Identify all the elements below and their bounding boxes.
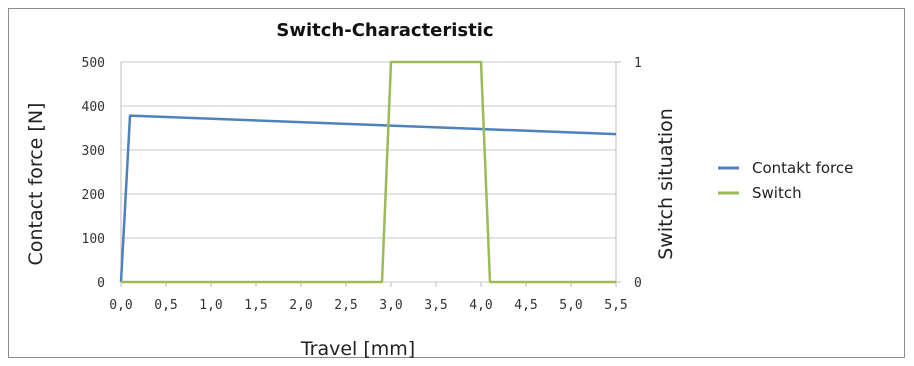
legend-label: Switch <box>752 184 802 202</box>
y-axis-title: Contact force [N] <box>25 103 47 266</box>
x-tick-label: 2,5 <box>334 298 357 313</box>
y-tick-label: 200 <box>82 188 105 203</box>
y-tick-label: 300 <box>82 144 105 159</box>
x-tick-label: 0,0 <box>109 298 132 313</box>
y-tick-label: 500 <box>82 56 105 71</box>
y2-axis-ticks: 01 <box>616 56 642 291</box>
y2-tick-label: 0 <box>634 276 642 291</box>
series-line-1 <box>121 60 616 284</box>
x-tick-label: 2,0 <box>289 298 312 313</box>
series-lines <box>119 60 617 284</box>
y-tick-label: 100 <box>82 232 105 247</box>
chart-title: Switch-Characteristic <box>276 20 493 41</box>
x-axis-ticks: 0,0 0,5 1,0 1,5 2,0 2,5 3,0 3,5 4,0 4,5 5,0 5,5 <box>109 282 628 313</box>
x-tick-label: 3,5 <box>424 298 447 313</box>
x-tick-label: 1,0 <box>199 298 222 313</box>
x-tick-label: 4,5 <box>514 298 537 313</box>
x-axis-title: Travel [mm] <box>300 338 415 360</box>
y-tick-label: 400 <box>82 100 105 115</box>
x-tick-label: 3,0 <box>379 298 402 313</box>
y2-tick-label: 1 <box>634 56 642 71</box>
x-tick-label: 0,5 <box>154 298 177 313</box>
x-tick-label: 5,0 <box>559 298 582 313</box>
x-tick-label: 5,5 <box>604 298 627 313</box>
series-line-0 <box>119 114 617 283</box>
x-tick-label: 1,5 <box>244 298 267 313</box>
legend: Contakt force Switch <box>718 159 853 202</box>
chart-frame <box>8 8 905 358</box>
grid-lines <box>120 61 617 283</box>
y-tick-label: 0 <box>97 276 105 291</box>
x-tick-label: 4,0 <box>469 298 492 313</box>
legend-label: Contakt force <box>752 159 853 177</box>
y-axis-ticks: 0 100 200 300 400 500 <box>82 56 105 291</box>
y2-axis-title: Switch situation <box>655 108 677 260</box>
